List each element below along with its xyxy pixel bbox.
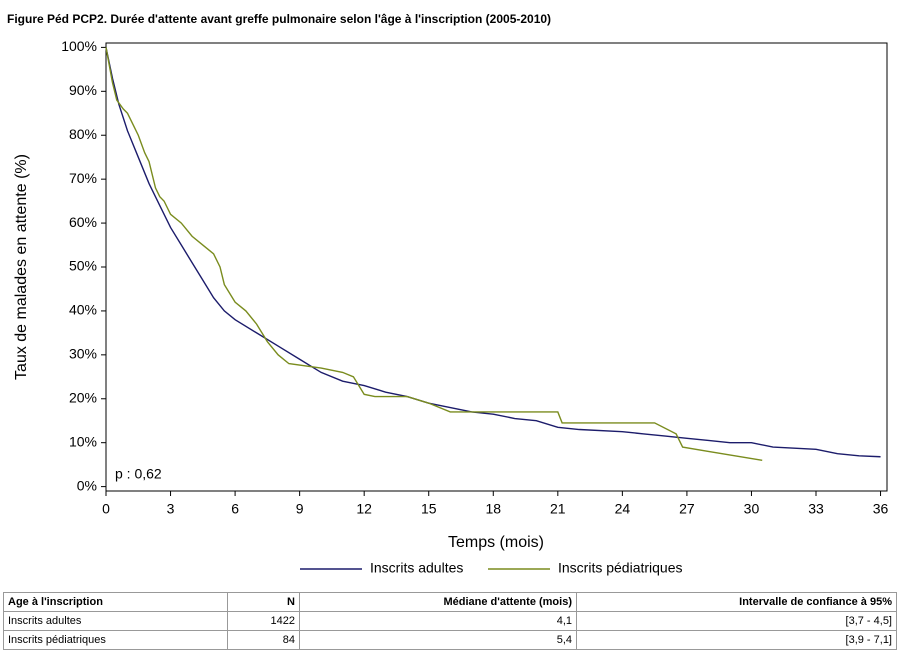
- y-tick-label: 0%: [77, 477, 97, 493]
- x-tick-label: 3: [167, 501, 175, 517]
- cell: 4,1: [299, 611, 577, 631]
- y-tick-label: 20%: [69, 389, 97, 405]
- y-tick-label: 80%: [69, 126, 97, 142]
- cell: 84: [227, 630, 300, 650]
- x-tick-label: 12: [356, 501, 372, 517]
- chart-title: Figure Péd PCP2. Durée d'attente avant g…: [7, 12, 551, 26]
- x-tick-label: 33: [808, 501, 824, 517]
- y-tick-label: 60%: [69, 214, 97, 230]
- header-cell: Médiane d'attente (mois): [299, 592, 577, 612]
- cell: Inscrits adultes: [3, 611, 228, 631]
- legend-label: Inscrits pédiatriques: [558, 560, 683, 576]
- series-line: [105, 47, 881, 458]
- cell: 5,4: [299, 630, 577, 650]
- y-tick-label: 40%: [69, 302, 97, 318]
- chart: Figure Péd PCP2. Durée d'attente avant g…: [7, 12, 889, 576]
- legend-label: Inscrits adultes: [370, 560, 463, 576]
- y-tick-label: 30%: [69, 346, 97, 362]
- x-axis-label: Temps (mois): [448, 534, 544, 551]
- cell: [3,9 - 7,1]: [576, 630, 897, 650]
- plot-frame: [105, 42, 888, 492]
- x-tick-label: 9: [296, 501, 304, 517]
- row: Inscrits pédiatriques 84 5,4 [3,9 - 7,1]: [3, 630, 897, 650]
- x-tick-label: 15: [421, 501, 437, 517]
- y-tick-label: 90%: [69, 82, 97, 98]
- summary-table: Age à l'inscription N Médiane d'attente …: [3, 592, 897, 650]
- header-cell: Intervalle de confiance à 95%: [576, 592, 897, 612]
- row: Inscrits adultes 1422 4,1 [3,7 - 4,5]: [3, 611, 897, 631]
- annotation: p : 0,62: [115, 466, 162, 482]
- y-tick-label: 50%: [69, 258, 97, 274]
- x-tick-label: 21: [550, 501, 566, 517]
- header-cell: Age à l'inscription: [3, 592, 228, 612]
- cell: [3,7 - 4,5]: [576, 611, 897, 631]
- x-tick-label: 36: [873, 501, 889, 517]
- x-tick-label: 6: [231, 501, 239, 517]
- x-tick-label: 27: [679, 501, 695, 517]
- cell: Inscrits pédiatriques: [3, 630, 228, 650]
- header-row: Age à l'inscription N Médiane d'attente …: [3, 592, 897, 612]
- series-line: [105, 47, 763, 461]
- y-tick-label: 70%: [69, 170, 97, 186]
- y-tick-label: 10%: [69, 433, 97, 449]
- cell: 1422: [227, 611, 300, 631]
- x-tick-label: 30: [744, 501, 760, 517]
- y-axis-label: Taux de malades en attente (%): [13, 154, 30, 380]
- x-tick-label: 18: [485, 501, 501, 517]
- x-tick-label: 0: [102, 501, 110, 517]
- header-cell: N: [227, 592, 300, 612]
- y-tick-label: 100%: [61, 38, 97, 54]
- x-tick-label: 24: [615, 501, 631, 517]
